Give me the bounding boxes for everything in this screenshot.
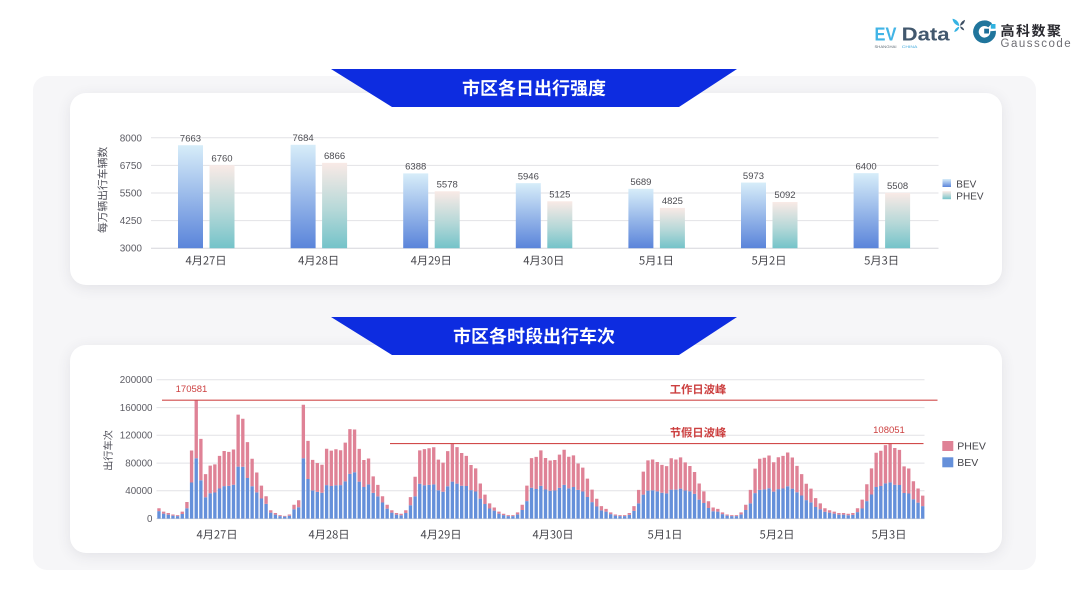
svg-text:4250: 4250: [120, 216, 143, 227]
svg-text:SHANGHAI: SHANGHAI: [875, 45, 897, 49]
svg-text:108051: 108051: [873, 425, 905, 436]
svg-text:40000: 40000: [125, 486, 153, 497]
svg-text:5125: 5125: [549, 189, 570, 200]
svg-text:200000: 200000: [120, 375, 153, 386]
svg-text:5973: 5973: [743, 171, 764, 182]
svg-text:120000: 120000: [120, 431, 153, 442]
svg-text:3000: 3000: [120, 244, 143, 255]
svg-text:8000: 8000: [120, 133, 143, 144]
svg-text:5508: 5508: [887, 181, 908, 192]
svg-text:6750: 6750: [120, 161, 143, 172]
svg-text:0: 0: [147, 514, 153, 525]
svg-text:5500: 5500: [120, 189, 143, 200]
svg-text:5092: 5092: [774, 190, 795, 201]
svg-text:160000: 160000: [120, 403, 153, 414]
svg-text:6760: 6760: [211, 153, 232, 164]
svg-text:6388: 6388: [405, 162, 426, 173]
svg-text:5578: 5578: [437, 179, 458, 190]
svg-text:BEV: BEV: [957, 457, 978, 469]
svg-text:EV: EV: [875, 24, 897, 45]
svg-text:CHINA: CHINA: [902, 45, 918, 49]
svg-text:Data: Data: [902, 24, 951, 45]
svg-text:PHEV: PHEV: [957, 441, 986, 453]
svg-text:6400: 6400: [856, 161, 877, 172]
svg-text:170581: 170581: [176, 384, 208, 395]
svg-text:80000: 80000: [125, 458, 153, 469]
svg-text:5689: 5689: [630, 177, 651, 188]
svg-text:7684: 7684: [293, 133, 314, 144]
svg-text:PHEV: PHEV: [956, 192, 984, 203]
svg-text:Gausscode: Gausscode: [1001, 38, 1073, 50]
svg-text:4825: 4825: [662, 196, 683, 207]
svg-text:5946: 5946: [518, 171, 539, 182]
svg-text:6866: 6866: [324, 151, 345, 162]
svg-text:BEV: BEV: [956, 179, 976, 190]
svg-text:7663: 7663: [180, 133, 201, 144]
